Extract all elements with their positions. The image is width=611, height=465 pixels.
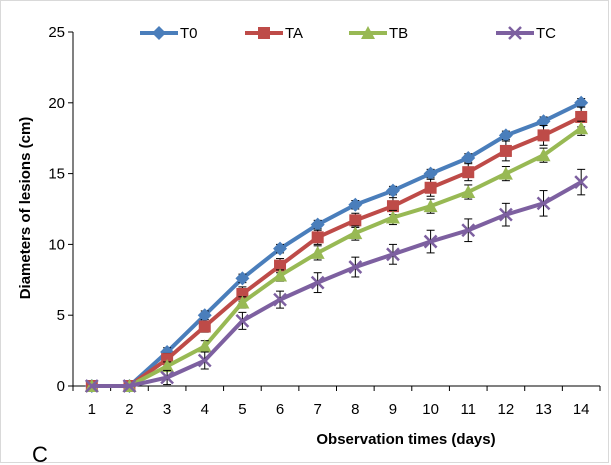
data-point [385,183,400,198]
data-point [235,271,250,286]
x-tick-label: 4 [201,401,209,418]
legend-label: TA [285,25,303,42]
series-TB [84,120,589,392]
legend-marker [508,26,522,40]
y-tick-label: 0 [57,378,65,395]
series-line [91,101,583,388]
x-tick-label: 14 [573,401,590,418]
data-point [274,259,287,272]
data-point [574,175,589,189]
series-line [91,115,583,388]
data-point [273,292,287,307]
y-tick-label: 15 [48,166,65,183]
data-point [536,148,551,162]
data-point [536,114,551,129]
x-axis: 1 2 3 4 5 6 7 8 9 10 11 12 13 14 [72,385,601,418]
data-point [348,197,363,212]
data-point [348,226,363,240]
data-point [160,359,175,373]
legend-label: TC [536,25,556,42]
data-point [310,275,325,290]
x-tick-label: 8 [351,401,359,418]
data-point [423,166,438,181]
data-point [498,128,513,143]
plot-area [84,95,589,393]
data-point [386,247,400,262]
data-point [310,217,325,232]
data-point [160,370,174,385]
x-tick-label: 7 [314,401,322,418]
data-point [273,241,288,256]
data-point [423,199,438,213]
y-tick-label: 10 [48,236,65,253]
data-point [423,234,438,249]
legend-item-T0: T0 [140,25,198,42]
data-point [424,181,437,194]
x-tick-label: 10 [422,401,439,418]
data-point [499,144,512,157]
data-point [273,268,288,282]
data-point [349,214,362,227]
legend-marker [361,26,375,39]
x-tick-label: 12 [498,401,515,418]
y-tick-label: 20 [48,95,65,112]
x-tick-label: 2 [125,401,133,418]
legend-item-TA: TA [245,25,303,42]
y-axis: 0 5 10 15 20 25 [48,24,74,395]
series-line [91,126,583,388]
data-point [462,166,475,179]
series-line [91,180,583,388]
data-point [386,200,399,213]
x-tick-label: 9 [389,401,397,418]
legend-item-TB: TB [349,25,408,42]
data-point [198,320,211,333]
data-point [197,353,212,368]
data-point [348,260,363,274]
x-axis-title: Observation times (days) [316,431,495,448]
data-point [385,210,400,224]
data-point [461,185,476,199]
legend: T0 TA TB TC [140,25,556,42]
series-TC [84,168,589,393]
legend-marker [152,26,166,40]
data-point [575,110,588,123]
data-point [235,295,250,309]
x-tick-label: 3 [163,401,171,418]
x-tick-label: 5 [238,401,246,418]
data-point [461,223,476,238]
y-tick-label: 5 [57,307,65,324]
x-tick-label: 13 [535,401,552,418]
data-point [84,379,99,393]
x-tick-label: 1 [88,401,96,418]
data-point [574,121,589,135]
x-tick-label: 6 [276,401,284,418]
legend-item-TC: TC [496,25,556,42]
data-point [197,339,212,353]
data-point [311,231,324,244]
panel-label: C [32,442,48,465]
data-point [122,379,137,393]
data-point [499,207,513,222]
y-tick-label: 25 [48,24,65,41]
data-point [536,196,551,211]
data-point [310,245,325,259]
data-point [235,313,250,328]
data-point [574,95,589,110]
data-point [537,129,550,142]
data-point [197,308,212,323]
legend-label: T0 [180,25,198,42]
series-TA [85,106,588,392]
legend-marker [258,27,270,39]
x-tick-label: 11 [460,401,476,418]
data-point [498,166,513,180]
data-point [461,151,476,166]
legend-label: TB [389,25,408,42]
y-axis-title: Diameters of lesions (cm) [17,117,34,300]
